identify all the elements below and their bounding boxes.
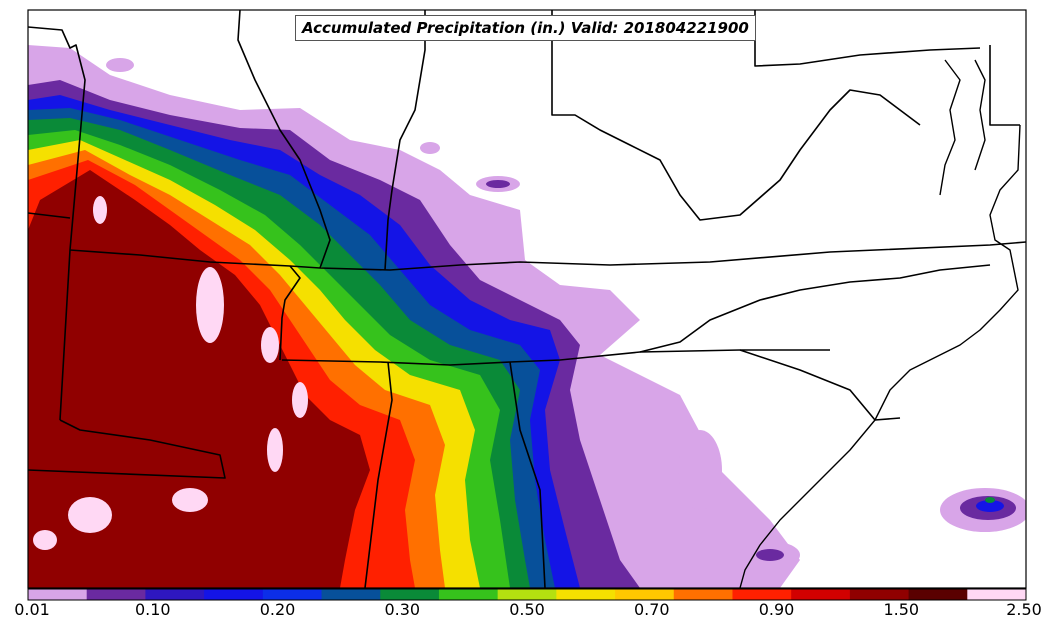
colorbar-swatch	[380, 589, 440, 600]
precip-heavy-cell	[93, 196, 107, 224]
colorbar-swatch	[262, 589, 323, 600]
colorbar-tick-label: 0.20	[259, 600, 296, 619]
colorbar-swatch	[145, 589, 205, 600]
colorbar-swatch	[967, 589, 1027, 600]
colorbar-swatch	[497, 589, 557, 600]
colorbar	[27, 588, 1027, 601]
precip-heavy-cell	[172, 488, 208, 512]
precip-band-dark-red	[28, 170, 370, 588]
precip-heavy-cell	[33, 530, 57, 550]
colorbar-tick-label: 2.50	[1006, 600, 1042, 619]
colorbar-swatch	[86, 589, 146, 600]
colorbar-labels: 0.01 0.10 0.20 0.30 0.50 0.70 0.90 1.50 2.50	[0, 600, 1054, 624]
map-frame	[27, 9, 1027, 589]
colorbar-swatch	[849, 589, 910, 600]
precip-scatter-cell	[420, 142, 440, 154]
precip-scatter-cell	[985, 497, 995, 503]
precip-scatter-cell	[976, 500, 1004, 512]
precip-scatter-cell	[756, 549, 784, 561]
colorbar-swatch	[791, 589, 851, 600]
precip-scatter-cell	[106, 58, 134, 72]
precip-heavy-cell	[292, 382, 308, 418]
precip-heavy-cell	[261, 327, 279, 363]
state-boundaries	[28, 10, 1026, 588]
colorbar-swatch	[908, 589, 968, 600]
precip-heavy-cell	[267, 428, 283, 472]
colorbar-tick-label: 0.30	[384, 600, 421, 619]
colorbar-swatch	[615, 589, 675, 600]
colorbar-swatch	[673, 589, 733, 600]
colorbar-swatch	[204, 589, 264, 600]
precip-scatter-cell	[678, 430, 722, 510]
colorbar-tick-label: 0.10	[134, 600, 171, 619]
precip-heavy-cell	[68, 497, 112, 533]
colorbar-tick-label: 0.01	[14, 600, 50, 619]
colorbar-swatch	[28, 589, 88, 600]
colorbar-swatch	[556, 589, 616, 600]
precipitation-field	[28, 45, 1026, 588]
colorbar-swatch	[321, 589, 381, 600]
coastline	[739, 59, 1021, 588]
map-title: Accumulated Precipitation (in.) Valid: 2…	[295, 15, 756, 41]
colorbar-tick-label: 0.70	[633, 600, 670, 619]
colorbar-swatch	[438, 589, 499, 600]
colorbar-swatch	[732, 589, 792, 600]
colorbar-tick-label: 1.50	[883, 600, 920, 619]
colorbar-border	[27, 588, 1027, 601]
precip-scatter-cell	[486, 180, 510, 188]
precip-heavy-cell	[196, 267, 224, 343]
colorbar-tick-label: 0.90	[758, 600, 795, 619]
colorbar-tick-label: 0.50	[509, 600, 545, 619]
